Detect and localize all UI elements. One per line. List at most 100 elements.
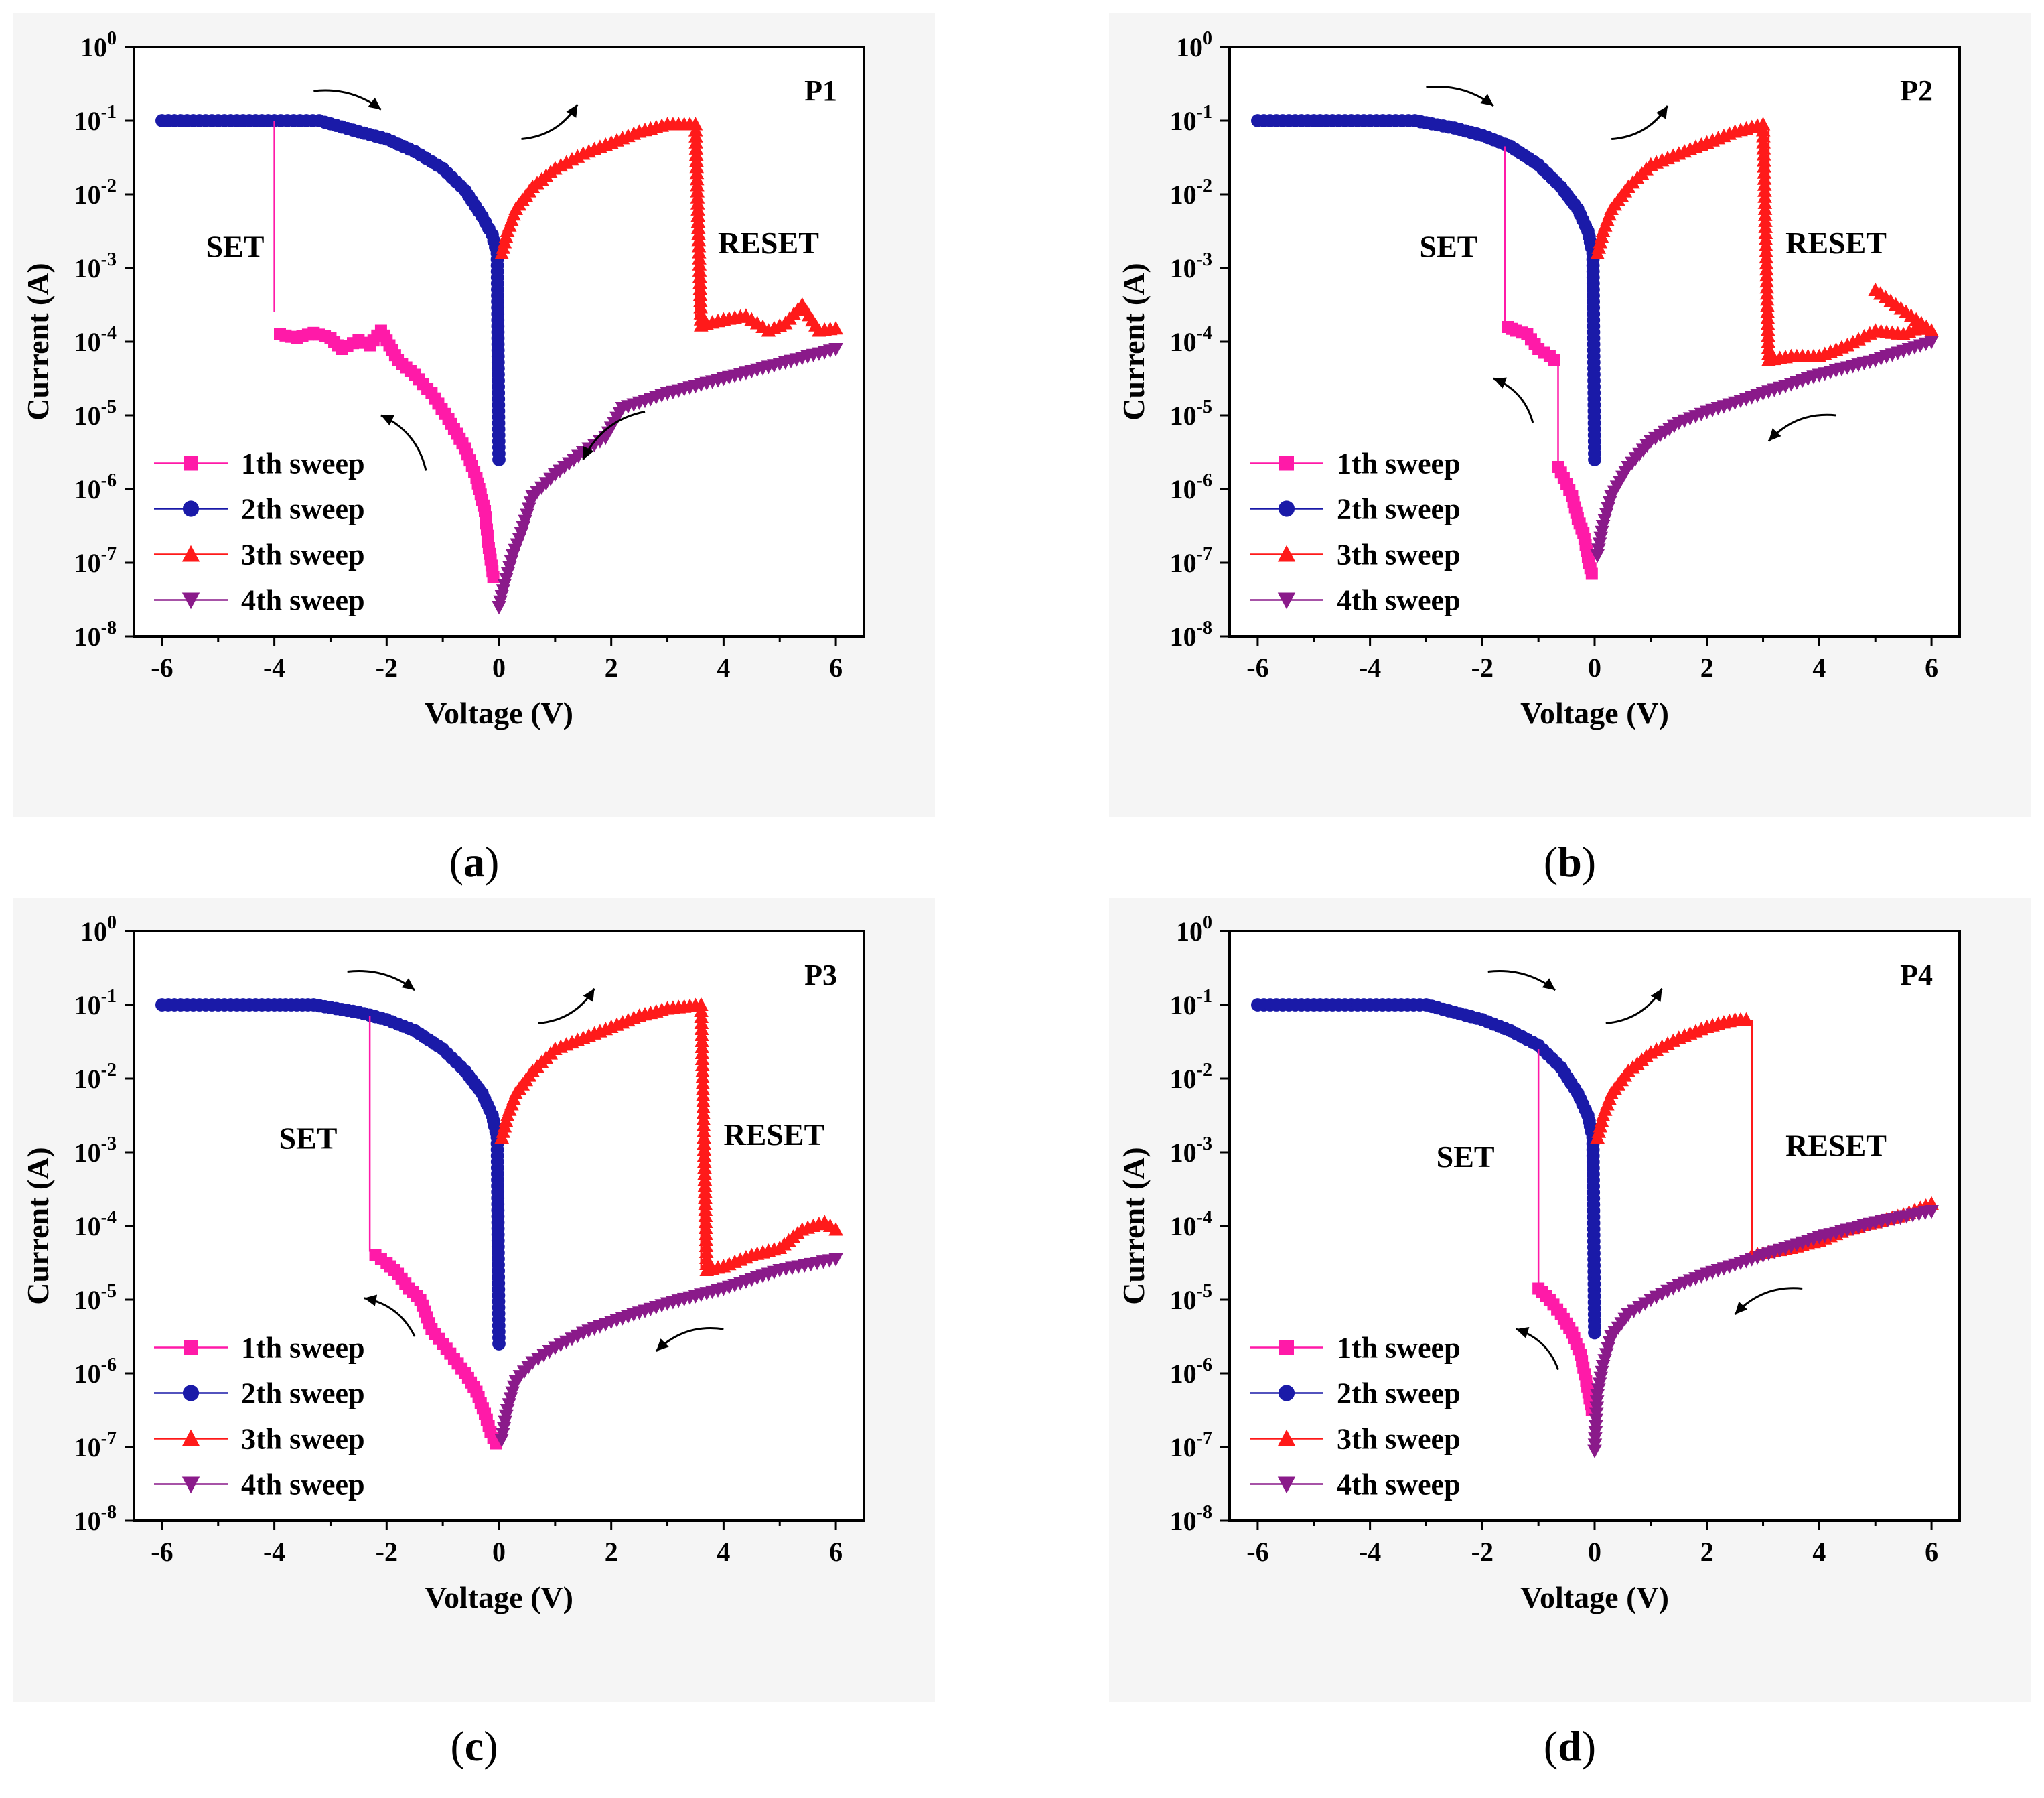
legend-label: 4th sweep xyxy=(1337,1468,1461,1501)
chart-panel-c: -6 -4 -2 0 2 4 6 100 10-1 10-2 10-3 10-4 10-5 10-6 10-… xyxy=(0,884,948,1715)
legend-label: 3th sweep xyxy=(1337,1423,1461,1456)
panel-caption-letter: a xyxy=(463,838,485,886)
series-4 xyxy=(1587,1205,1939,1458)
chart-svg-p4: -6 -4 -2 0 2 4 610010-110-210-310-410-510-610-… xyxy=(1109,898,2031,1702)
y-axis-label: Current (A) xyxy=(1116,263,1151,420)
x-axis-label: Voltage (V) xyxy=(1520,696,1669,730)
data-point xyxy=(1548,354,1560,366)
y-tick-label: 10-2 xyxy=(1170,1060,1212,1094)
legend: 1th sweep 2th sweep 3th sweep 4th sweep xyxy=(1250,447,1461,617)
legend-marker xyxy=(1279,456,1294,471)
data-point xyxy=(1632,1301,1647,1315)
sweep-arrow-head xyxy=(1735,1301,1748,1314)
panel-caption-letter: c xyxy=(464,1722,484,1770)
annotation-label: RESET xyxy=(723,1117,824,1152)
series-4 xyxy=(494,1253,843,1448)
x-tick-label: -6 xyxy=(1246,1537,1268,1567)
legend-label: 1th sweep xyxy=(1337,447,1461,480)
y-tick-label: 10-3 xyxy=(74,249,117,283)
x-axis-label: Voltage (V) xyxy=(425,696,573,730)
data-point xyxy=(1585,567,1598,580)
series-4 xyxy=(1590,336,1939,563)
legend: 1th sweep 2th sweep 3th sweep 4th sweep xyxy=(154,1332,365,1501)
series-2 xyxy=(155,114,506,466)
x-tick-label: -6 xyxy=(151,1537,173,1567)
x-tick-label: 6 xyxy=(829,1537,843,1567)
series-2 xyxy=(155,998,506,1351)
x-tick-label: 2 xyxy=(1700,652,1714,683)
chart-title: P3 xyxy=(804,959,837,991)
data-point xyxy=(1590,549,1605,563)
x-tick-label: -4 xyxy=(1359,652,1381,683)
data-point xyxy=(548,1341,563,1355)
annotation-label: SET xyxy=(1437,1139,1495,1174)
y-axis-label: Current (A) xyxy=(21,263,55,420)
data-point xyxy=(828,1222,843,1236)
annotation-label: SET xyxy=(206,230,264,264)
sweep-arrow-head xyxy=(583,988,595,1002)
x-tick-label: 4 xyxy=(1812,652,1826,683)
data-point xyxy=(1739,1012,1754,1026)
sweep-arrow-head xyxy=(566,104,578,118)
legend-label: 2th sweep xyxy=(241,1377,365,1410)
data-point xyxy=(598,431,613,445)
x-tick-label: 0 xyxy=(1588,1537,1601,1567)
x-tick-label: -6 xyxy=(1246,652,1268,683)
sweep-arrow-head xyxy=(1768,428,1781,441)
y-tick-label: 10-4 xyxy=(74,1207,117,1241)
chart-title: P1 xyxy=(804,74,837,107)
panel-caption-d: (d) xyxy=(1543,1722,1597,1770)
sweep-arrow-head xyxy=(583,446,594,460)
x-tick-label: -4 xyxy=(263,1537,285,1567)
x-tick-label: -4 xyxy=(263,652,285,683)
legend-marker xyxy=(184,456,198,471)
series-3 xyxy=(494,117,843,337)
legend-label: 2th sweep xyxy=(1337,1377,1461,1410)
legend-label: 4th sweep xyxy=(241,584,365,617)
sweep-arrow-head xyxy=(380,415,394,426)
legend-label: 2th sweep xyxy=(1337,493,1461,526)
series-3 xyxy=(494,997,843,1276)
chart-panel-a: -6 -4 -2 0 2 4 6 100 10-1 10-2 10-3 10-4 10-5 10-6 10-… xyxy=(0,0,948,831)
x-tick-label: 4 xyxy=(1812,1537,1826,1567)
y-axis-label: Current (A) xyxy=(21,1147,55,1304)
data-point xyxy=(1626,1304,1641,1318)
series-1 xyxy=(274,324,500,583)
sweep-arrow-head xyxy=(1542,978,1556,990)
chart-svg-p2: -6 -4 -2 0 2 4 610010-110-210-310-410-510-610-… xyxy=(1109,13,2031,817)
x-tick-label: 4 xyxy=(717,652,730,683)
sweep-arrow-head xyxy=(364,1294,378,1306)
x-tick-label: -2 xyxy=(376,652,398,683)
y-axis-label: Current (A) xyxy=(1116,1147,1151,1304)
legend-label: 1th sweep xyxy=(1337,1332,1461,1365)
legend-marker xyxy=(1277,592,1296,610)
chart-panel-b: -6 -4 -2 0 2 4 6 100 10-1 10-2 10-3 10-4 10-5 10-6 10-… xyxy=(1096,0,2044,831)
x-tick-label: 2 xyxy=(605,652,618,683)
x-tick-label: 2 xyxy=(1700,1537,1714,1567)
series-3 xyxy=(1590,1012,1939,1261)
x-tick-label: 0 xyxy=(492,1537,506,1567)
annotation-label: SET xyxy=(1420,230,1478,264)
data-point xyxy=(1868,282,1883,296)
annotation-label: RESET xyxy=(1785,226,1887,260)
legend-marker xyxy=(184,1340,198,1355)
x-tick-label: 6 xyxy=(829,652,843,683)
sweep-arrow-head xyxy=(1650,988,1662,1002)
series-1 xyxy=(1502,321,1598,580)
legend-marker xyxy=(181,1429,200,1446)
legend-marker xyxy=(1278,500,1295,517)
legend: 1th sweep 2th sweep 3th sweep 4th sweep xyxy=(1250,1332,1461,1501)
series-4 xyxy=(492,343,843,615)
data-point xyxy=(1644,1294,1658,1308)
annotation-label: SET xyxy=(279,1121,337,1156)
panel-caption-b: (b) xyxy=(1543,838,1597,886)
sweep-arrow-head xyxy=(1493,377,1508,389)
data-point xyxy=(494,1434,509,1448)
panel-caption-letter: b xyxy=(1558,838,1582,886)
legend-marker xyxy=(182,500,200,517)
chart-svg-p1: -6 -4 -2 0 2 4 610010-110-210-310-410-510-610-… xyxy=(13,13,935,817)
legend-label: 3th sweep xyxy=(1337,539,1461,571)
y-tick-label: 10-5 xyxy=(74,397,117,431)
data-point xyxy=(492,601,506,615)
annotation-label: RESET xyxy=(718,226,819,260)
